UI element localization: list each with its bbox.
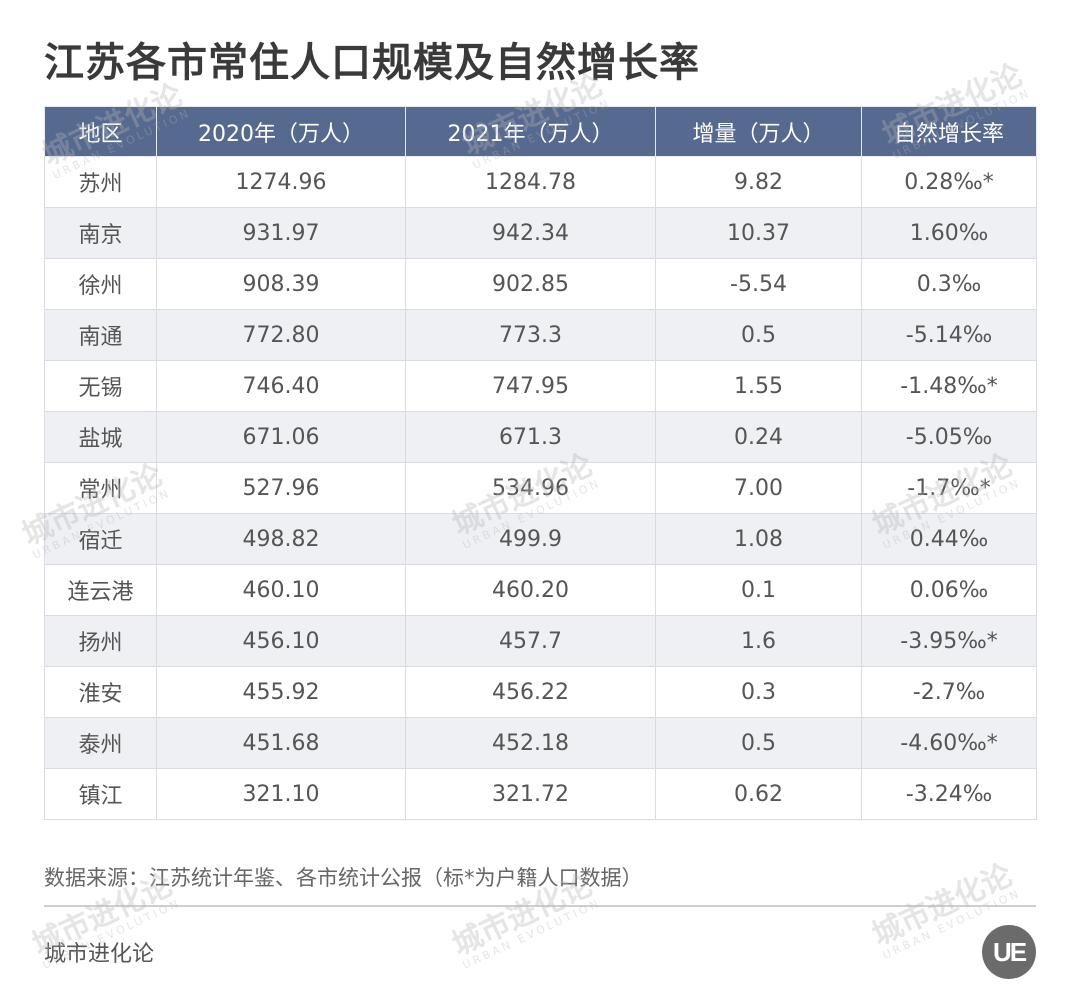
cell-growth-rate: -1.48‰* bbox=[861, 360, 1037, 412]
cell-region: 扬州 bbox=[44, 615, 157, 667]
cell-2020: 455.92 bbox=[156, 666, 406, 718]
cell-2020: 321.10 bbox=[156, 768, 406, 820]
cell-region: 盐城 bbox=[44, 411, 157, 463]
table-row: 扬州 456.10 457.7 1.6 -3.95‰* bbox=[44, 615, 1037, 667]
cell-increase: -5.54 bbox=[655, 258, 862, 310]
cell-increase: 10.37 bbox=[655, 207, 862, 259]
cell-2020: 456.10 bbox=[156, 615, 406, 667]
table-row: 镇江 321.10 321.72 0.62 -3.24‰ bbox=[44, 768, 1037, 820]
cell-2021: 747.95 bbox=[405, 360, 656, 412]
cell-region: 徐州 bbox=[44, 258, 157, 310]
table-row: 泰州 451.68 452.18 0.5 -4.60‰* bbox=[44, 717, 1037, 769]
cell-growth-rate: 0.44‰ bbox=[861, 513, 1037, 565]
cell-growth-rate: -5.05‰ bbox=[861, 411, 1037, 463]
cell-2021: 460.20 bbox=[405, 564, 656, 616]
cell-2020: 772.80 bbox=[156, 309, 406, 361]
cell-increase: 0.5 bbox=[655, 309, 862, 361]
cell-region: 苏州 bbox=[44, 156, 157, 208]
brand-logo-icon: UE bbox=[982, 925, 1036, 979]
cell-increase: 0.1 bbox=[655, 564, 862, 616]
cell-region: 宿迁 bbox=[44, 513, 157, 565]
cell-2021: 902.85 bbox=[405, 258, 656, 310]
cell-increase: 9.82 bbox=[655, 156, 862, 208]
header-increase: 增量（万人） bbox=[655, 106, 862, 157]
cell-2020: 1274.96 bbox=[156, 156, 406, 208]
cell-growth-rate: -3.24‰ bbox=[861, 768, 1037, 820]
header-2021: 2021年（万人） bbox=[405, 106, 656, 157]
table-header-row: 地区 2020年（万人） 2021年（万人） 增量（万人） 自然增长率 bbox=[44, 106, 1037, 157]
cell-2021: 671.3 bbox=[405, 411, 656, 463]
cell-2021: 499.9 bbox=[405, 513, 656, 565]
cell-2020: 908.39 bbox=[156, 258, 406, 310]
cell-2021: 321.72 bbox=[405, 768, 656, 820]
header-2020: 2020年（万人） bbox=[156, 106, 406, 157]
cell-growth-rate: -5.14‰ bbox=[861, 309, 1037, 361]
cell-2020: 451.68 bbox=[156, 717, 406, 769]
page-title: 江苏各市常住人口规模及自然增长率 bbox=[44, 40, 700, 86]
cell-growth-rate: -3.95‰* bbox=[861, 615, 1037, 667]
cell-growth-rate: -2.7‰ bbox=[861, 666, 1037, 718]
table-row: 宿迁 498.82 499.9 1.08 0.44‰ bbox=[44, 513, 1037, 565]
cell-increase: 1.08 bbox=[655, 513, 862, 565]
header-growth-rate: 自然增长率 bbox=[861, 106, 1037, 157]
cell-2021: 1284.78 bbox=[405, 156, 656, 208]
table-row: 淮安 455.92 456.22 0.3 -2.7‰ bbox=[44, 666, 1037, 718]
cell-2021: 457.7 bbox=[405, 615, 656, 667]
cell-region: 南京 bbox=[44, 207, 157, 259]
cell-growth-rate: -1.7‰* bbox=[861, 462, 1037, 514]
cell-increase: 1.6 bbox=[655, 615, 862, 667]
cell-growth-rate: 0.06‰ bbox=[861, 564, 1037, 616]
table-row: 连云港 460.10 460.20 0.1 0.06‰ bbox=[44, 564, 1037, 616]
cell-2020: 671.06 bbox=[156, 411, 406, 463]
cell-2021: 456.22 bbox=[405, 666, 656, 718]
table-row: 苏州 1274.96 1284.78 9.82 0.28‰* bbox=[44, 156, 1037, 208]
cell-increase: 1.55 bbox=[655, 360, 862, 412]
population-table: 地区 2020年（万人） 2021年（万人） 增量（万人） 自然增长率 苏州 12… bbox=[44, 106, 1037, 820]
cell-2021: 942.34 bbox=[405, 207, 656, 259]
cell-growth-rate: -4.60‰* bbox=[861, 717, 1037, 769]
cell-2021: 534.96 bbox=[405, 462, 656, 514]
cell-region: 常州 bbox=[44, 462, 157, 514]
cell-2020: 460.10 bbox=[156, 564, 406, 616]
cell-growth-rate: 0.28‰* bbox=[861, 156, 1037, 208]
data-source-note: 数据来源：江苏统计年鉴、各市统计公报（标*为户籍人口数据） bbox=[44, 866, 643, 890]
cell-increase: 0.5 bbox=[655, 717, 862, 769]
header-region: 地区 bbox=[44, 106, 157, 157]
cell-region: 泰州 bbox=[44, 717, 157, 769]
cell-region: 无锡 bbox=[44, 360, 157, 412]
cell-increase: 0.3 bbox=[655, 666, 862, 718]
cell-region: 镇江 bbox=[44, 768, 157, 820]
cell-2021: 773.3 bbox=[405, 309, 656, 361]
table-row: 南通 772.80 773.3 0.5 -5.14‰ bbox=[44, 309, 1037, 361]
cell-growth-rate: 0.3‰ bbox=[861, 258, 1037, 310]
cell-2020: 498.82 bbox=[156, 513, 406, 565]
table-row: 南京 931.97 942.34 10.37 1.60‰ bbox=[44, 207, 1037, 259]
cell-increase: 7.00 bbox=[655, 462, 862, 514]
cell-region: 淮安 bbox=[44, 666, 157, 718]
cell-2020: 746.40 bbox=[156, 360, 406, 412]
cell-increase: 0.62 bbox=[655, 768, 862, 820]
cell-2021: 452.18 bbox=[405, 717, 656, 769]
cell-growth-rate: 1.60‰ bbox=[861, 207, 1037, 259]
table-row: 常州 527.96 534.96 7.00 -1.7‰* bbox=[44, 462, 1037, 514]
divider bbox=[44, 905, 1036, 907]
table-row: 徐州 908.39 902.85 -5.54 0.3‰ bbox=[44, 258, 1037, 310]
table-row: 盐城 671.06 671.3 0.24 -5.05‰ bbox=[44, 411, 1037, 463]
cell-increase: 0.24 bbox=[655, 411, 862, 463]
table-row: 无锡 746.40 747.95 1.55 -1.48‰* bbox=[44, 360, 1037, 412]
cell-2020: 527.96 bbox=[156, 462, 406, 514]
cell-region: 南通 bbox=[44, 309, 157, 361]
brand-name: 城市进化论 bbox=[44, 942, 155, 967]
cell-2020: 931.97 bbox=[156, 207, 406, 259]
cell-region: 连云港 bbox=[44, 564, 157, 616]
